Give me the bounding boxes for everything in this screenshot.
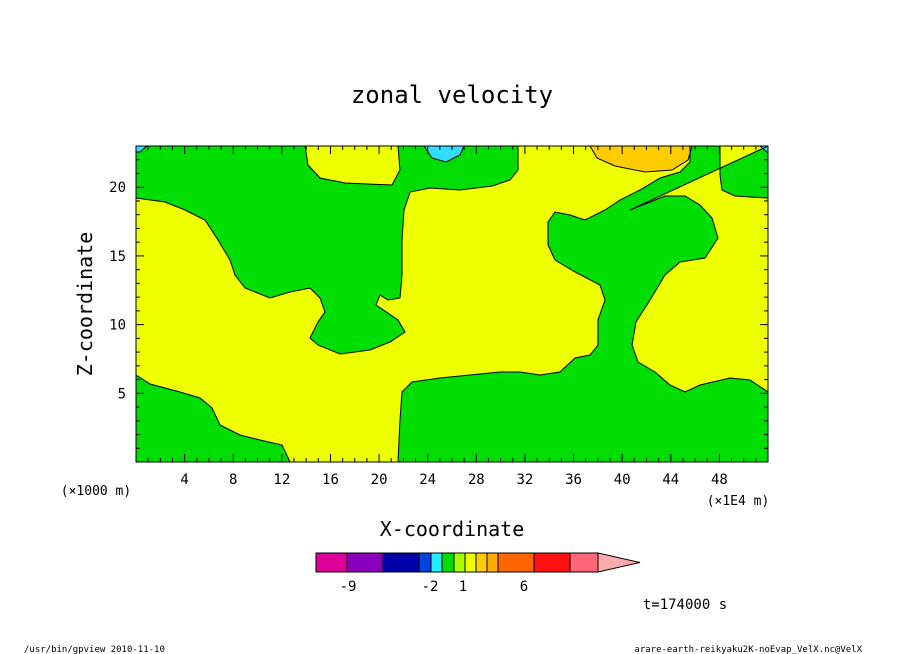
colorbar-label: 6 <box>520 579 528 595</box>
x-tick-label: 40 <box>614 472 631 488</box>
y-tick-label: 20 <box>109 180 126 196</box>
x-tick-label: 4 <box>180 472 188 488</box>
x-tick-label: 8 <box>229 472 237 488</box>
x-tick-label: 24 <box>419 472 436 488</box>
contour-line-2 <box>136 374 291 462</box>
x-tick-label: 12 <box>273 472 290 488</box>
x-tick-label: 28 <box>468 472 485 488</box>
contour-line-4 <box>136 146 148 153</box>
colorbar-arrow <box>597 552 641 573</box>
y-tick-label: 15 <box>109 249 126 265</box>
plot-area <box>136 146 768 462</box>
x-axis-label: X-coordinate <box>380 517 525 541</box>
colorbar-label: -2 <box>422 579 439 595</box>
x-tick-label: 32 <box>516 472 533 488</box>
colorbar-swatch <box>464 552 477 573</box>
colorbar-swatch <box>346 552 384 573</box>
time-label: t=174000 s <box>643 597 727 613</box>
region-green-right <box>398 146 768 462</box>
y-axis-label: Z-coordinate <box>73 232 97 377</box>
colorbar-swatch <box>441 552 455 573</box>
colorbar-swatch <box>418 552 432 573</box>
chart-title: zonal velocity <box>351 81 553 109</box>
colorbar-label: -9 <box>340 579 357 595</box>
colorbar-swatch <box>533 552 571 573</box>
colorbar-swatch <box>486 552 499 573</box>
x-tick-label: 36 <box>565 472 582 488</box>
contour-line-3 <box>423 146 465 163</box>
contour-line-0 <box>136 146 519 355</box>
colorbar-swatch <box>430 552 443 573</box>
y-tick-label: 5 <box>118 386 126 402</box>
colorbar-swatch <box>569 552 599 573</box>
colorbar-labels: -9 -2 1 6 <box>340 579 529 595</box>
x-tick-label: 48 <box>711 472 728 488</box>
y-axis-ticks: 5 10 15 20 <box>109 159 768 449</box>
contour-lines <box>136 146 768 462</box>
x-tick-label: 44 <box>662 472 679 488</box>
region-orange-top-right <box>590 146 692 172</box>
y-tick-label: 10 <box>109 318 126 334</box>
colorbar-swatch <box>315 552 348 573</box>
x-axis-ticks: 4 8 12 16 20 24 28 32 36 40 44 48 <box>147 146 757 488</box>
colorbar-swatch <box>497 552 535 573</box>
contour-line-6 <box>589 146 693 173</box>
footer-right: arare-earth-reikyaku2K-noEvap_VelX.nc@Ve… <box>634 645 862 654</box>
colorbar <box>315 552 641 573</box>
x-axis-units: (×1000 m) <box>61 484 131 499</box>
x-axis-scale-note: (×1E4 m) <box>707 494 770 509</box>
contour-line-1 <box>397 146 768 462</box>
region-green-bottom-left <box>136 375 290 462</box>
colorbar-swatch <box>382 552 420 573</box>
x-tick-label: 16 <box>322 472 339 488</box>
x-tick-label: 20 <box>371 472 388 488</box>
region-green-top-left <box>136 146 518 354</box>
colorbar-label: 1 <box>459 579 467 595</box>
colorbar-swatch <box>475 552 488 573</box>
footer-left: /usr/bin/gpview 2010-11-10 <box>24 645 165 654</box>
region-cyan-top-left-corner <box>136 146 147 152</box>
contour-line-5 <box>759 146 768 154</box>
colorbar-swatch <box>453 552 466 573</box>
